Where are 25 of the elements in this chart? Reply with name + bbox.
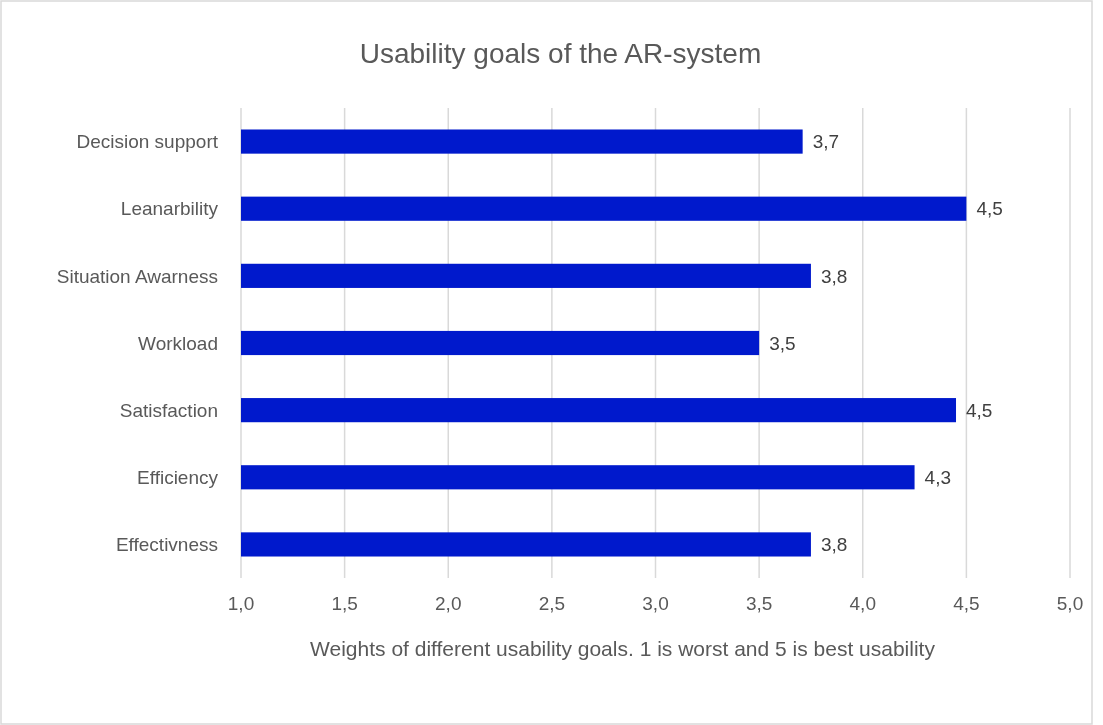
y-tick-label: Leanarbility bbox=[120, 198, 219, 220]
y-tick-label: Situation Awarness bbox=[56, 265, 218, 287]
x-tick-label: 1,0 bbox=[227, 593, 255, 614]
x-tick-label: 3,0 bbox=[642, 593, 669, 614]
chart-title: Usability goals of the AR-system bbox=[359, 38, 762, 69]
x-tick-label: 3,5 bbox=[745, 593, 773, 614]
data-label: 4,3 bbox=[924, 466, 951, 488]
y-tick-label: Decision support bbox=[76, 131, 219, 153]
y-tick-label: Efficiency bbox=[137, 466, 219, 488]
x-axis-title: Weights of different usability goals. 1 is worst and 5 is best usability bbox=[310, 637, 936, 660]
y-tick-label: Satisfaction bbox=[119, 399, 218, 421]
data-label: 3,8 bbox=[820, 534, 848, 556]
x-tick-label: 2,5 bbox=[538, 593, 566, 614]
x-tick-label: 1,5 bbox=[331, 593, 358, 614]
data-label: 4,5 bbox=[976, 198, 1003, 220]
x-tick-label: 4,5 bbox=[953, 593, 980, 614]
x-tick-label: 4,0 bbox=[849, 593, 876, 614]
y-tick-label: Effectivness bbox=[115, 534, 218, 556]
data-label: 3,5 bbox=[769, 332, 796, 354]
x-tick-label: 5,0 bbox=[1056, 593, 1084, 614]
data-label: 3,7 bbox=[812, 131, 840, 153]
y-tick-label: Workload bbox=[138, 332, 218, 354]
x-tick-label: 2,0 bbox=[435, 593, 462, 614]
data-label: 4,5 bbox=[966, 399, 993, 421]
data-label: 3,8 bbox=[820, 265, 848, 287]
